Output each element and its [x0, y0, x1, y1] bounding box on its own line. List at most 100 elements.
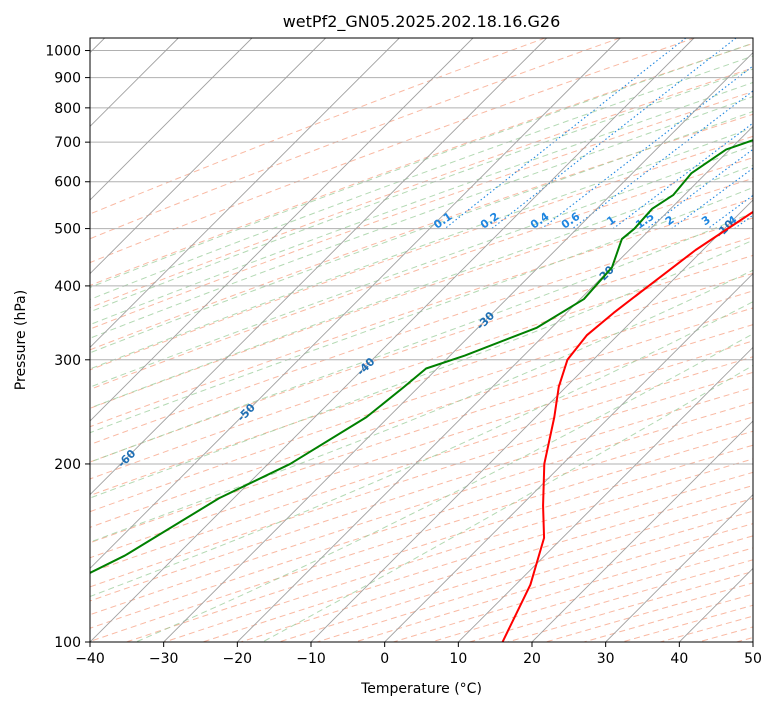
isotherm-label: -40	[354, 355, 377, 378]
x-tick-label: 10	[449, 651, 467, 667]
dry-adiabat	[90, 157, 753, 390]
y-tick-label: 1000	[45, 44, 81, 60]
dry-adiabat	[90, 401, 753, 616]
dry-adiabat	[90, 416, 753, 629]
x-axis-label: Temperature (°C)	[360, 681, 482, 697]
mixing-ratio-line	[671, 167, 753, 230]
y-tick-label: 400	[54, 279, 81, 295]
dry-adiabat	[90, 340, 753, 559]
plot-frame	[89, 37, 754, 643]
isotherm-line	[90, 38, 547, 496]
y-tick-label: 300	[54, 353, 81, 369]
x-axis: −40 −30 −20 −10 0 10 20 30 40 50	[75, 642, 762, 667]
moist-adiabat	[90, 144, 753, 388]
x-tick-label: 50	[744, 651, 762, 667]
isotherm-label: -60	[115, 447, 138, 470]
isotherm-label: -30	[474, 309, 497, 332]
dry-adiabat	[90, 67, 753, 309]
moist-adiabat	[90, 110, 753, 354]
y-tick-label: 700	[54, 135, 81, 151]
y-tick-label: 500	[54, 222, 81, 238]
moist-adiabat	[90, 164, 753, 409]
y-axis: 1000 900 800 700 600 500 400 300 200 100	[45, 44, 90, 651]
moist-adiabat	[90, 68, 753, 313]
x-tick-label: −30	[149, 651, 179, 667]
isotherm-line	[310, 199, 753, 642]
y-axis-label: Pressure (hPa)	[13, 290, 29, 390]
mixing-ratio-line	[707, 194, 753, 230]
chart-title: wetPf2_GN05.2025.202.18.16.G26	[283, 12, 561, 32]
isotherm-line	[90, 38, 621, 569]
dry-adiabat	[90, 254, 753, 480]
mixing-ratio-line	[491, 38, 737, 230]
mixing-ratio-line	[572, 90, 753, 230]
isotherm-line	[90, 38, 253, 201]
moist-adiabat	[90, 42, 753, 288]
moist-adiabat	[90, 95, 753, 339]
dry-adiabat	[90, 272, 753, 497]
isotherm-line	[752, 641, 753, 642]
moist-adiabat	[90, 186, 753, 434]
dry-adiabat	[90, 386, 753, 602]
isotherm-label: -70	[0, 493, 19, 516]
x-tick-label: −10	[296, 651, 326, 667]
y-tick-label: 900	[54, 71, 81, 87]
isotherm-line	[90, 38, 326, 275]
dry-adiabat	[240, 484, 753, 642]
dry-adiabat	[698, 626, 753, 642]
isotherm-line	[605, 494, 753, 642]
dry-adiabat	[90, 197, 753, 428]
moist-adiabat	[90, 269, 753, 543]
y-tick-label: 200	[54, 457, 81, 473]
mixing-ratio-line	[734, 214, 753, 230]
dry-adiabat	[90, 236, 753, 463]
dry-adiabat	[90, 217, 753, 446]
dry-adiabat	[90, 38, 621, 240]
isotherm-line	[458, 346, 753, 642]
dry-adiabat	[90, 113, 753, 351]
dry-adiabat	[164, 458, 753, 642]
x-tick-label: 40	[670, 651, 688, 667]
dewpoint-trace	[90, 139, 753, 575]
dry-adiabat	[736, 636, 753, 642]
dry-adiabat	[90, 307, 753, 528]
dry-adiabat	[90, 135, 753, 371]
dry-adiabat	[622, 604, 753, 642]
dry-adiabat	[90, 90, 753, 330]
mixing-ratio-label: 3	[699, 213, 713, 228]
moist-adiabat	[90, 55, 753, 301]
mixing-ratio-line	[541, 65, 753, 230]
mixing-ratio-label: 6	[765, 213, 775, 228]
moist-adiabat	[90, 127, 753, 370]
dry-adiabat	[90, 324, 753, 544]
moist-adiabat	[90, 301, 753, 598]
dry-adiabat	[90, 356, 753, 574]
background-lines	[90, 38, 753, 642]
moist-adiabat	[262, 364, 753, 642]
x-tick-label: −40	[75, 651, 105, 667]
dry-adiabat	[355, 523, 753, 642]
isotherm-line	[531, 420, 753, 642]
y-tick-label: 600	[54, 175, 81, 191]
isotherm-label: -50	[235, 401, 258, 424]
x-tick-label: 0	[380, 651, 389, 667]
dry-adiabat	[545, 582, 753, 642]
isotherm-line	[90, 38, 474, 422]
moist-adiabat	[90, 81, 753, 326]
isotherm-line	[90, 38, 400, 348]
x-tick-label: −20	[223, 651, 253, 667]
dry-adiabat	[90, 42, 753, 287]
isotherm-line	[679, 567, 753, 642]
temperature-trace	[501, 210, 753, 642]
isotherm-line	[384, 273, 753, 642]
y-tick-label: 100	[54, 635, 81, 651]
x-tick-label: 30	[597, 651, 615, 667]
x-tick-label: 20	[523, 651, 541, 667]
dry-adiabat	[90, 371, 753, 588]
moist-adiabat	[135, 333, 753, 642]
moist-adiabat	[90, 211, 753, 463]
isotherm-line	[163, 52, 753, 642]
profile-traces	[90, 139, 753, 642]
isotherm-line	[90, 38, 695, 642]
